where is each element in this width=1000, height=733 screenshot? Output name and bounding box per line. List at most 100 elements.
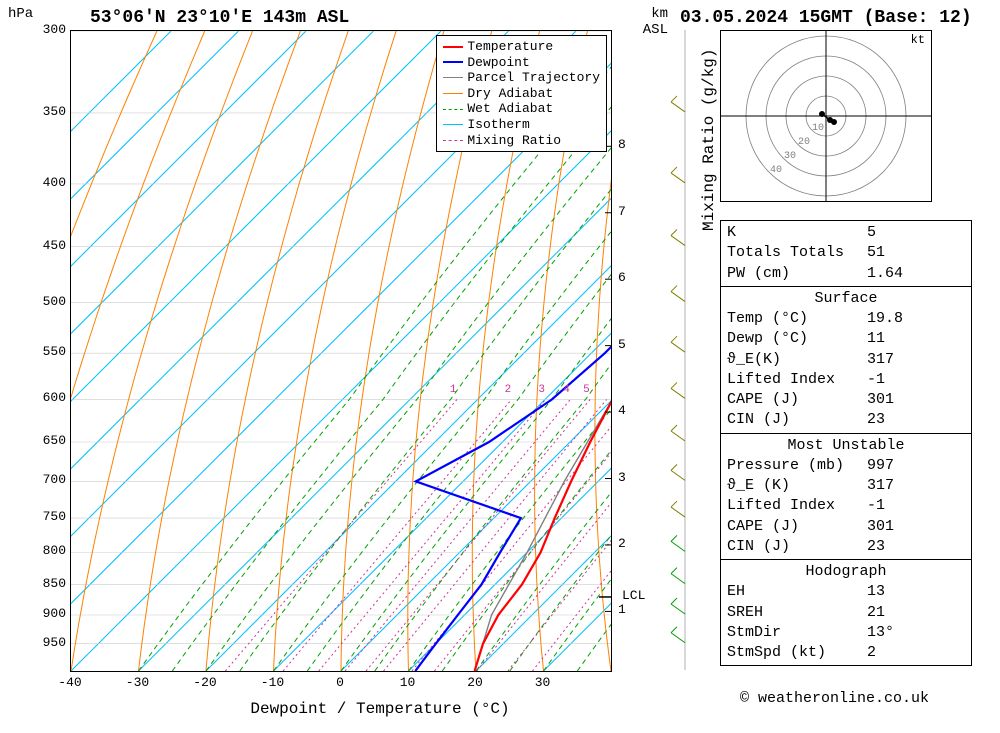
svg-text:20: 20 — [798, 137, 810, 148]
hodograph-header: Hodograph — [727, 562, 965, 582]
temp-tick: 10 — [388, 675, 428, 690]
legend-label: Wet Adiabat — [467, 101, 553, 117]
index-label: CIN (J) — [727, 410, 867, 430]
legend-swatch — [443, 124, 463, 125]
mixing-ratio-value: 1 — [450, 384, 457, 396]
temp-tick: -40 — [50, 675, 90, 690]
legend-label: Mixing Ratio — [467, 133, 561, 149]
km-tick: 6 — [618, 270, 638, 285]
legend-item: Isotherm — [443, 117, 600, 133]
mixing-ratio-value: 5 — [583, 384, 590, 396]
index-row: Totals Totals51 — [727, 243, 965, 263]
index-label: StmDir — [727, 623, 867, 643]
legend-label: Dewpoint — [467, 55, 529, 71]
index-value: 317 — [867, 350, 965, 370]
hodograph-unit: kt — [911, 33, 925, 47]
index-label: Lifted Index — [727, 496, 867, 516]
copyright: © weatheronline.co.uk — [740, 690, 929, 707]
legend-swatch — [443, 46, 463, 48]
index-row: ϑ_E(K)317 — [727, 350, 965, 370]
legend-item: Parcel Trajectory — [443, 70, 600, 86]
svg-text:40: 40 — [770, 165, 782, 176]
index-value: -1 — [867, 370, 965, 390]
index-value: 2 — [867, 643, 965, 663]
mixing-ratio-value: 3 — [538, 384, 545, 396]
legend-label: Parcel Trajectory — [467, 70, 600, 86]
legend-item: Dry Adiabat — [443, 86, 600, 102]
km-tick: 1 — [618, 602, 638, 617]
index-label: K — [727, 223, 867, 243]
legend: TemperatureDewpointParcel TrajectoryDry … — [436, 35, 607, 152]
legend-label: Isotherm — [467, 117, 529, 133]
index-label: EH — [727, 582, 867, 602]
legend-swatch — [443, 109, 463, 110]
index-label: ϑ_E (K) — [727, 476, 867, 496]
wind-barbs — [660, 30, 710, 670]
index-value: 1.64 — [867, 264, 965, 284]
pressure-tick: 600 — [34, 390, 66, 405]
y-axis-label-pressure: hPa — [8, 6, 33, 22]
km-tick: 3 — [618, 470, 638, 485]
indices-panel: K5Totals Totals51PW (cm)1.64 SurfaceTemp … — [720, 220, 972, 666]
index-row: StmSpd (kt)2 — [727, 643, 965, 663]
index-label: SREH — [727, 603, 867, 623]
index-row: CIN (J)23 — [727, 537, 965, 557]
index-row: Lifted Index-1 — [727, 496, 965, 516]
pressure-tick: 650 — [34, 433, 66, 448]
index-value: 51 — [867, 243, 965, 263]
pressure-tick: 500 — [34, 294, 66, 309]
legend-item: Wet Adiabat — [443, 101, 600, 117]
temp-tick: 0 — [320, 675, 360, 690]
sounding-diagram: 53°06'N 23°10'E 143m ASL 03.05.2024 15GM… — [0, 0, 1000, 733]
index-label: StmSpd (kt) — [727, 643, 867, 663]
pressure-tick: 550 — [34, 344, 66, 359]
index-row: StmDir13° — [727, 623, 965, 643]
index-row: PW (cm)1.64 — [727, 264, 965, 284]
index-value: 317 — [867, 476, 965, 496]
x-axis-label: Dewpoint / Temperature (°C) — [180, 700, 580, 718]
temp-tick: -10 — [253, 675, 293, 690]
index-row: SREH21 — [727, 603, 965, 623]
pressure-tick: 800 — [34, 543, 66, 558]
pressure-tick: 900 — [34, 606, 66, 621]
index-value: 23 — [867, 537, 965, 557]
title-location: 53°06'N 23°10'E 143m ASL — [90, 8, 349, 28]
index-label: Dewp (°C) — [727, 329, 867, 349]
index-label: Temp (°C) — [727, 309, 867, 329]
index-label: Lifted Index — [727, 370, 867, 390]
temp-tick: -30 — [118, 675, 158, 690]
legend-label: Temperature — [467, 39, 553, 55]
legend-item: Dewpoint — [443, 55, 600, 71]
pressure-tick: 400 — [34, 175, 66, 190]
index-value: 301 — [867, 517, 965, 537]
index-value: 21 — [867, 603, 965, 623]
mixing-ratio-value: 2 — [505, 384, 512, 396]
title-datetime: 03.05.2024 15GMT (Base: 12) — [680, 8, 972, 28]
index-label: CAPE (J) — [727, 390, 867, 410]
index-value: 23 — [867, 410, 965, 430]
index-value: 19.8 — [867, 309, 965, 329]
pressure-tick: 700 — [34, 472, 66, 487]
index-value: 5 — [867, 223, 965, 243]
index-value: -1 — [867, 496, 965, 516]
pressure-tick: 450 — [34, 238, 66, 253]
mu-header: Most Unstable — [727, 436, 965, 456]
legend-swatch — [443, 140, 463, 141]
index-label: CAPE (J) — [727, 517, 867, 537]
km-tick: 4 — [618, 403, 638, 418]
index-row: Dewp (°C)11 — [727, 329, 965, 349]
temp-tick: 20 — [455, 675, 495, 690]
legend-swatch — [443, 93, 463, 94]
pressure-tick: 350 — [34, 104, 66, 119]
pressure-tick: 850 — [34, 576, 66, 591]
index-row: CAPE (J)301 — [727, 390, 965, 410]
hodograph: 10203040 kt — [720, 30, 932, 202]
svg-text:30: 30 — [784, 151, 796, 162]
legend-label: Dry Adiabat — [467, 86, 553, 102]
index-label: Pressure (mb) — [727, 456, 867, 476]
surface-header: Surface — [727, 289, 965, 309]
index-value: 997 — [867, 456, 965, 476]
index-label: Totals Totals — [727, 243, 867, 263]
index-row: K5 — [727, 223, 965, 243]
temp-tick: 30 — [523, 675, 563, 690]
